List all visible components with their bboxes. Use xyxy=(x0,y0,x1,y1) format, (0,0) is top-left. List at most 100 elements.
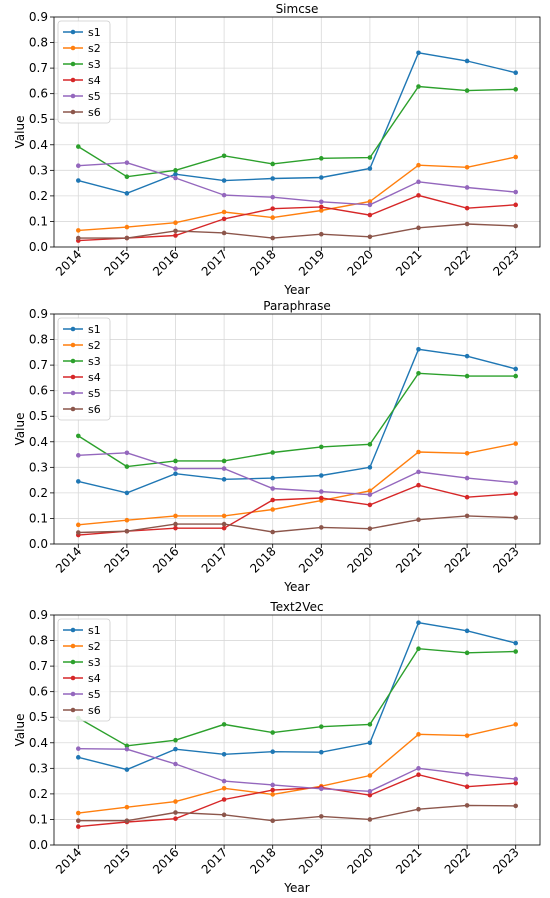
x-tick-label: 2017 xyxy=(199,247,230,278)
data-point-s6 xyxy=(124,235,130,241)
data-point-s1 xyxy=(319,749,324,755)
data-point-s3 xyxy=(464,650,470,656)
legend-marker-s6 xyxy=(70,109,76,115)
data-point-s4 xyxy=(173,816,178,821)
data-point-s3 xyxy=(367,155,373,160)
data-point-s6 xyxy=(513,223,518,229)
legend-marker-s2 xyxy=(70,643,76,649)
data-point-s1 xyxy=(319,175,324,180)
y-tick-label: 0.2 xyxy=(29,787,48,801)
data-point-s3 xyxy=(124,174,130,180)
data-point-s1 xyxy=(76,479,81,484)
data-point-s6 xyxy=(513,803,518,809)
data-point-s3 xyxy=(464,88,470,93)
x-tick-label: 2016 xyxy=(150,845,181,876)
legend-marker-s6 xyxy=(70,707,76,713)
data-point-s4 xyxy=(416,193,421,198)
data-point-s3 xyxy=(513,649,518,654)
y-tick-label: 0.3 xyxy=(29,761,48,775)
data-point-s5 xyxy=(464,771,470,777)
data-point-s4 xyxy=(464,205,470,211)
y-axis-label: Value xyxy=(13,714,27,747)
data-point-s6 xyxy=(464,803,470,808)
data-point-s6 xyxy=(173,521,178,527)
data-point-s1 xyxy=(513,640,518,646)
legend-box xyxy=(57,20,111,124)
data-point-s2 xyxy=(513,722,518,727)
data-point-s2 xyxy=(416,449,421,455)
data-point-s2 xyxy=(270,792,276,797)
legend-label-s2: s2 xyxy=(88,42,101,55)
data-point-s1 xyxy=(416,50,421,56)
data-point-s5 xyxy=(221,192,227,198)
data-point-s5 xyxy=(416,766,421,771)
data-point-s6 xyxy=(319,525,324,530)
data-point-s4 xyxy=(464,494,470,500)
legend-marker-s6 xyxy=(70,406,76,412)
data-point-s5 xyxy=(367,492,373,497)
data-point-s6 xyxy=(270,818,276,824)
series-line-s2 xyxy=(78,442,516,526)
data-point-s5 xyxy=(270,782,276,788)
data-point-s1 xyxy=(367,465,373,470)
legend: s1 s2 s3 s4 s5 s6 xyxy=(57,20,111,124)
legend-label-s5: s5 xyxy=(88,387,101,400)
series-line-s6 xyxy=(78,515,516,534)
data-point-s3 xyxy=(76,433,81,439)
x-tick-label: 2018 xyxy=(247,544,278,575)
data-point-s6 xyxy=(221,521,227,527)
data-point-s2 xyxy=(270,507,276,512)
data-point-s1 xyxy=(464,628,470,634)
legend-box xyxy=(57,317,111,421)
legend-label-s6: s6 xyxy=(88,403,101,416)
x-tick-label: 2018 xyxy=(247,845,278,876)
data-point-s6 xyxy=(416,225,421,231)
x-tick-label: 2019 xyxy=(296,544,327,575)
legend-marker-s5 xyxy=(70,93,76,99)
data-point-s6 xyxy=(124,528,130,534)
x-axis-label: Year xyxy=(283,580,309,594)
x-axis-label: Year xyxy=(283,283,309,297)
data-point-s2 xyxy=(173,799,178,804)
y-tick-label: 0.4 xyxy=(29,138,48,152)
legend-label-s4: s4 xyxy=(88,371,101,384)
y-tick-label: 0.1 xyxy=(29,812,48,826)
data-point-s1 xyxy=(173,171,178,177)
data-point-s6 xyxy=(367,234,373,240)
data-point-s3 xyxy=(513,87,518,92)
data-point-s2 xyxy=(464,733,470,738)
data-point-s4 xyxy=(76,824,81,829)
data-point-s5 xyxy=(221,466,227,471)
data-point-s5 xyxy=(173,175,178,181)
data-point-s1 xyxy=(270,475,276,481)
legend-marker-s2 xyxy=(70,342,76,348)
y-tick-label: 0.7 xyxy=(29,358,48,372)
data-point-s1 xyxy=(221,477,227,482)
series-line-s5 xyxy=(78,161,516,206)
x-tick-label: 2023 xyxy=(490,845,521,876)
data-point-s1 xyxy=(464,353,470,359)
data-point-s4 xyxy=(221,525,227,531)
data-point-s1 xyxy=(173,471,178,477)
y-tick-label: 0.1 xyxy=(29,511,48,525)
data-point-s1 xyxy=(513,70,518,76)
y-tick-label: 0.3 xyxy=(29,163,48,177)
data-point-s2 xyxy=(124,517,130,523)
data-point-s2 xyxy=(173,513,178,519)
legend-marker-s5 xyxy=(70,691,76,697)
legend-marker-s4 xyxy=(70,77,76,83)
data-point-s2 xyxy=(416,162,421,168)
data-point-s6 xyxy=(221,812,227,818)
data-point-s3 xyxy=(173,168,178,173)
data-point-s3 xyxy=(416,370,421,376)
data-point-s3 xyxy=(270,450,276,455)
legend-label-s4: s4 xyxy=(88,74,101,87)
legend-label-s6: s6 xyxy=(88,106,101,119)
data-point-s5 xyxy=(124,746,130,752)
y-tick-label: 0.9 xyxy=(29,10,48,24)
x-tick-label: 2015 xyxy=(102,247,133,278)
data-point-s2 xyxy=(367,773,373,778)
data-point-s1 xyxy=(221,178,227,183)
x-tick-label: 2015 xyxy=(102,845,133,876)
x-tick-label: 2021 xyxy=(393,544,424,575)
